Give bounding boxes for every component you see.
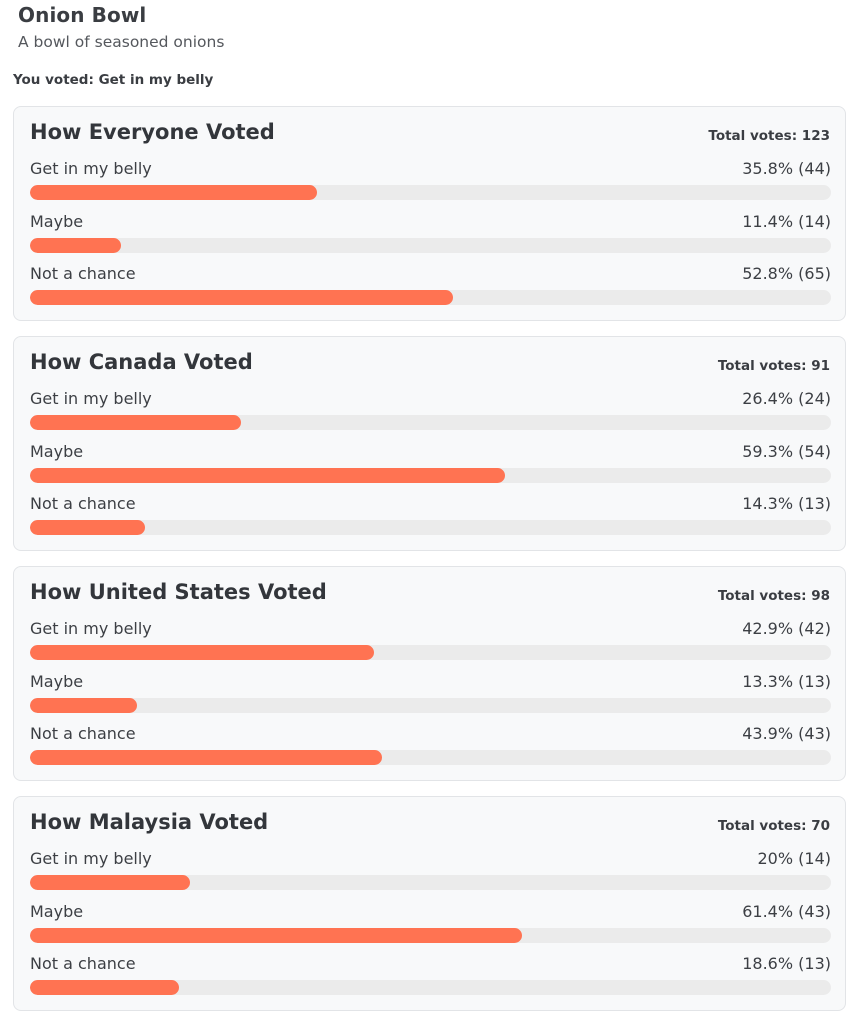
results-card-malaysia: How Malaysia Voted Total votes: 70 Get i…	[13, 796, 846, 1011]
option-percent: 13.3% (13)	[742, 672, 831, 691]
option-label: Get in my belly	[30, 849, 152, 868]
page-title: Onion Bowl	[18, 3, 147, 27]
result-option: Not a chance 18.6% (13)	[30, 954, 831, 1004]
page-subtitle: A bowl of seasoned onions	[18, 33, 225, 51]
progress-fill	[30, 185, 317, 200]
progress-fill	[30, 520, 145, 535]
option-label: Get in my belly	[30, 389, 152, 408]
progress-track	[30, 520, 831, 535]
progress-fill	[30, 928, 522, 943]
option-label: Maybe	[30, 902, 84, 921]
card-title: How Canada Voted	[30, 350, 253, 374]
result-option: Get in my belly 35.8% (44)	[30, 159, 831, 209]
results-card-everyone: How Everyone Voted Total votes: 123 Get …	[13, 106, 846, 321]
option-label: Not a chance	[30, 724, 136, 743]
option-percent: 20% (14)	[757, 849, 832, 868]
progress-fill	[30, 238, 122, 253]
option-percent: 61.4% (43)	[742, 902, 831, 921]
option-percent: 42.9% (42)	[742, 619, 831, 638]
result-option: Maybe 61.4% (43)	[30, 902, 831, 952]
progress-track	[30, 238, 831, 253]
progress-fill	[30, 468, 505, 483]
option-percent: 52.8% (65)	[742, 264, 831, 283]
option-label: Maybe	[30, 442, 84, 461]
card-title: How Everyone Voted	[30, 120, 275, 144]
progress-track	[30, 468, 831, 483]
result-option: Maybe 13.3% (13)	[30, 672, 831, 722]
result-option: Get in my belly 20% (14)	[30, 849, 831, 899]
progress-track	[30, 698, 831, 713]
result-option: Maybe 59.3% (54)	[30, 442, 831, 492]
result-option: Maybe 11.4% (14)	[30, 212, 831, 262]
progress-track	[30, 290, 831, 305]
progress-track	[30, 415, 831, 430]
progress-track	[30, 750, 831, 765]
result-option: Not a chance 43.9% (43)	[30, 724, 831, 774]
total-votes: Total votes: 91	[717, 358, 830, 374]
option-label: Not a chance	[30, 494, 136, 513]
progress-fill	[30, 980, 179, 995]
card-title: How United States Voted	[30, 580, 327, 604]
option-percent: 14.3% (13)	[742, 494, 831, 513]
option-percent: 11.4% (14)	[742, 212, 831, 231]
option-label: Get in my belly	[30, 159, 152, 178]
result-option: Get in my belly 42.9% (42)	[30, 619, 831, 669]
option-label: Get in my belly	[30, 619, 152, 638]
option-percent: 18.6% (13)	[742, 954, 831, 973]
progress-fill	[30, 875, 191, 890]
result-option: Not a chance 52.8% (65)	[30, 264, 831, 314]
option-label: Not a chance	[30, 264, 136, 283]
total-votes: Total votes: 98	[717, 588, 830, 604]
option-label: Maybe	[30, 672, 84, 691]
progress-fill	[30, 698, 137, 713]
progress-track	[30, 928, 831, 943]
total-votes: Total votes: 70	[717, 818, 830, 834]
option-percent: 59.3% (54)	[742, 442, 831, 461]
progress-track	[30, 875, 831, 890]
option-percent: 35.8% (44)	[742, 159, 831, 178]
option-percent: 26.4% (24)	[742, 389, 831, 408]
progress-fill	[30, 290, 453, 305]
result-option: Not a chance 14.3% (13)	[30, 494, 831, 544]
option-percent: 43.9% (43)	[742, 724, 831, 743]
progress-track	[30, 185, 831, 200]
option-label: Not a chance	[30, 954, 136, 973]
progress-track	[30, 645, 831, 660]
progress-fill	[30, 645, 374, 660]
card-title: How Malaysia Voted	[30, 810, 269, 834]
progress-track	[30, 980, 831, 995]
results-card-canada: How Canada Voted Total votes: 91 Get in …	[13, 336, 846, 551]
your-vote-text: You voted: Get in my belly	[13, 72, 214, 88]
progress-fill	[30, 415, 242, 430]
result-option: Get in my belly 26.4% (24)	[30, 389, 831, 439]
total-votes: Total votes: 123	[708, 128, 830, 144]
option-label: Maybe	[30, 212, 84, 231]
results-card-united-states: How United States Voted Total votes: 98 …	[13, 566, 846, 781]
progress-fill	[30, 750, 382, 765]
poll-results: How Everyone Voted Total votes: 123 Get …	[13, 106, 846, 1026]
